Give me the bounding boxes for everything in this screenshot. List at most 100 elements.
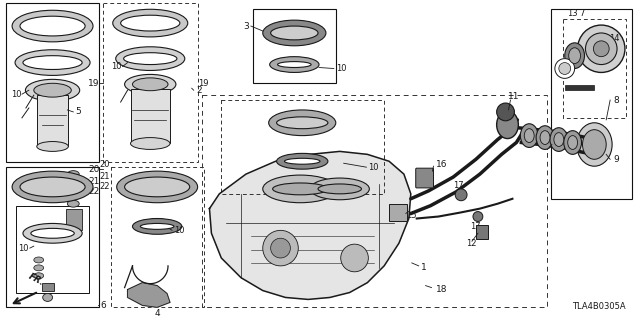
Ellipse shape bbox=[67, 171, 79, 178]
Bar bbox=[389, 204, 407, 221]
Text: 9: 9 bbox=[613, 155, 619, 164]
Text: 4: 4 bbox=[154, 309, 160, 318]
Bar bbox=[6, 167, 99, 307]
Ellipse shape bbox=[116, 171, 198, 203]
Ellipse shape bbox=[310, 178, 369, 200]
Ellipse shape bbox=[116, 47, 185, 70]
Text: 21: 21 bbox=[88, 177, 100, 186]
Text: 17: 17 bbox=[453, 181, 464, 190]
Ellipse shape bbox=[34, 265, 44, 271]
Ellipse shape bbox=[15, 50, 90, 76]
Ellipse shape bbox=[497, 111, 518, 139]
Text: 7: 7 bbox=[580, 9, 585, 18]
Bar bbox=[36, 95, 68, 147]
Ellipse shape bbox=[132, 78, 168, 91]
Ellipse shape bbox=[31, 228, 74, 238]
Text: 13: 13 bbox=[567, 9, 577, 18]
Ellipse shape bbox=[577, 123, 612, 166]
Ellipse shape bbox=[20, 177, 85, 197]
Bar bbox=[202, 95, 547, 307]
Ellipse shape bbox=[554, 133, 564, 147]
Text: 21: 21 bbox=[99, 172, 109, 180]
Text: 15: 15 bbox=[406, 211, 417, 220]
Bar bbox=[6, 4, 99, 162]
Text: 16: 16 bbox=[435, 160, 447, 169]
Bar bbox=[563, 19, 626, 118]
Ellipse shape bbox=[131, 138, 170, 149]
Ellipse shape bbox=[564, 43, 584, 68]
Ellipse shape bbox=[276, 153, 328, 169]
Circle shape bbox=[593, 41, 609, 57]
Ellipse shape bbox=[67, 200, 79, 207]
Ellipse shape bbox=[26, 79, 80, 101]
Ellipse shape bbox=[67, 180, 79, 188]
Ellipse shape bbox=[34, 257, 44, 263]
Ellipse shape bbox=[34, 83, 71, 97]
Ellipse shape bbox=[43, 293, 52, 301]
Text: 11: 11 bbox=[508, 92, 519, 100]
Text: 8: 8 bbox=[613, 96, 619, 105]
Circle shape bbox=[586, 33, 617, 65]
Ellipse shape bbox=[273, 183, 328, 195]
Ellipse shape bbox=[524, 129, 534, 142]
Ellipse shape bbox=[23, 56, 82, 69]
Ellipse shape bbox=[12, 171, 93, 203]
Text: 10: 10 bbox=[174, 226, 184, 235]
Ellipse shape bbox=[263, 20, 326, 46]
Ellipse shape bbox=[20, 16, 85, 36]
Text: 22: 22 bbox=[99, 182, 109, 191]
Text: 1: 1 bbox=[420, 263, 426, 272]
Ellipse shape bbox=[550, 128, 568, 151]
Ellipse shape bbox=[125, 75, 176, 94]
Ellipse shape bbox=[124, 53, 177, 65]
Text: 10: 10 bbox=[111, 62, 122, 71]
Ellipse shape bbox=[536, 126, 554, 149]
Bar bbox=[131, 89, 170, 143]
Bar bbox=[221, 100, 384, 194]
Bar bbox=[564, 85, 595, 90]
Text: 14: 14 bbox=[609, 34, 620, 44]
Text: 10: 10 bbox=[11, 90, 22, 99]
FancyBboxPatch shape bbox=[416, 168, 433, 188]
Text: 10: 10 bbox=[369, 163, 379, 172]
Ellipse shape bbox=[140, 223, 174, 229]
Bar bbox=[253, 9, 336, 83]
Ellipse shape bbox=[540, 131, 550, 145]
Ellipse shape bbox=[67, 190, 79, 197]
Ellipse shape bbox=[12, 10, 93, 42]
Circle shape bbox=[559, 63, 571, 75]
Text: 7: 7 bbox=[544, 143, 550, 152]
Ellipse shape bbox=[263, 175, 338, 203]
Circle shape bbox=[271, 238, 291, 258]
Circle shape bbox=[497, 103, 515, 121]
Text: 19: 19 bbox=[198, 79, 208, 88]
Circle shape bbox=[455, 189, 467, 201]
Ellipse shape bbox=[568, 136, 577, 149]
Ellipse shape bbox=[284, 158, 320, 164]
Circle shape bbox=[473, 212, 483, 221]
Bar bbox=[476, 225, 488, 239]
Ellipse shape bbox=[276, 117, 328, 129]
Text: 10: 10 bbox=[336, 64, 346, 73]
Text: 5: 5 bbox=[76, 108, 81, 116]
Circle shape bbox=[263, 230, 298, 266]
Bar bbox=[111, 167, 204, 307]
Text: 2: 2 bbox=[196, 86, 202, 95]
Ellipse shape bbox=[36, 141, 68, 151]
Circle shape bbox=[577, 25, 625, 72]
Ellipse shape bbox=[23, 223, 82, 243]
Ellipse shape bbox=[278, 61, 311, 68]
Ellipse shape bbox=[564, 131, 582, 154]
Text: 18: 18 bbox=[435, 285, 447, 294]
Text: 12: 12 bbox=[466, 239, 477, 248]
Ellipse shape bbox=[269, 110, 336, 136]
Circle shape bbox=[555, 59, 575, 78]
Ellipse shape bbox=[582, 130, 606, 159]
Bar bbox=[103, 4, 198, 162]
Text: 10: 10 bbox=[18, 244, 29, 252]
Ellipse shape bbox=[132, 219, 182, 234]
Ellipse shape bbox=[271, 26, 318, 40]
Ellipse shape bbox=[121, 15, 180, 31]
Ellipse shape bbox=[318, 184, 362, 194]
Ellipse shape bbox=[34, 273, 44, 279]
